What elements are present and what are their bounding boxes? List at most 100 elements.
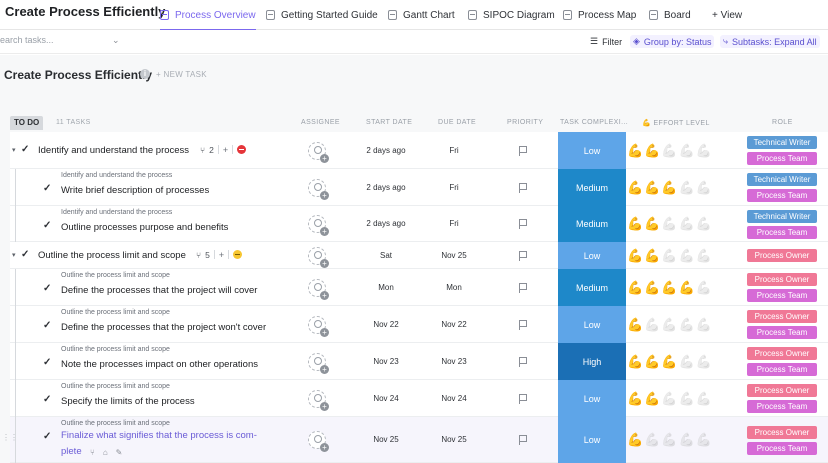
add-assignee-button[interactable] — [308, 246, 329, 268]
parent-task-label[interactable]: Outline the process limit and scope — [61, 346, 170, 353]
role-tags[interactable]: Process Owner Process Team — [747, 425, 817, 455]
subtask-icon[interactable]: ⑂ — [90, 448, 95, 457]
add-view-button[interactable]: + View — [712, 0, 742, 30]
complexity-cell[interactable]: Low — [558, 380, 626, 417]
add-assignee-button[interactable] — [308, 352, 329, 374]
check-icon[interactable]: ✓ — [43, 220, 52, 231]
muscle-icon[interactable]: 💪 — [661, 179, 678, 195]
task-name[interactable]: Identify and understand the process — [38, 144, 190, 156]
muscle-icon[interactable]: 💪 — [695, 142, 712, 158]
role-tag[interactable]: Technical Writer — [747, 209, 817, 223]
priority-flag-icon[interactable] — [518, 393, 527, 404]
parent-task-label[interactable]: Outline the process limit and scope — [61, 383, 170, 390]
parent-task-label[interactable]: Outline the process limit and scope — [61, 272, 170, 279]
muscle-icon[interactable]: 💪 — [627, 432, 644, 447]
complexity-cell[interactable]: Low — [558, 306, 626, 343]
role-tag[interactable]: Technical Writer — [747, 173, 817, 186]
subtask-count[interactable]: ⑂ 2 + — [200, 145, 247, 155]
tag-icon[interactable]: ⌂ — [102, 448, 108, 457]
muscle-icon[interactable]: 💪 — [644, 142, 661, 158]
effort-rating[interactable]: 💪 💪 💪 💪 💪 — [626, 142, 738, 158]
check-icon[interactable]: ✓ — [43, 357, 52, 368]
table-row[interactable]: Outline the process limit and scope ✓ Note… — [10, 343, 828, 380]
muscle-icon[interactable]: 💪 — [644, 179, 661, 195]
tab-board[interactable]: Board — [649, 0, 691, 30]
effort-rating[interactable]: 💪 💪 💪 💪 💪 — [626, 279, 738, 295]
start-date[interactable]: Nov 22 — [373, 319, 399, 329]
check-icon[interactable]: ✓ — [43, 320, 52, 331]
muscle-icon[interactable]: 💪 — [627, 390, 644, 406]
start-date[interactable]: 2 days ago — [366, 182, 406, 192]
complexity-cell[interactable]: Low — [558, 132, 626, 169]
start-date[interactable]: Nov 24 — [373, 393, 399, 403]
muscle-icon[interactable]: 💪 — [661, 390, 678, 406]
add-assignee-button[interactable] — [308, 315, 329, 337]
pause-icon[interactable] — [233, 250, 243, 259]
parent-task-label[interactable]: Identify and understand the process — [61, 209, 173, 216]
role-tags[interactable]: Process Owner Process Team — [747, 347, 817, 376]
due-date[interactable]: Mon — [446, 282, 462, 292]
role-tag[interactable]: Process Team — [747, 400, 817, 413]
muscle-icon[interactable]: 💪 — [695, 390, 712, 406]
stop-icon[interactable] — [237, 145, 247, 154]
check-icon[interactable]: ✓ — [21, 248, 30, 260]
add-subtask-icon[interactable]: + — [218, 249, 225, 260]
priority-flag-icon[interactable] — [518, 356, 527, 367]
complexity-cell[interactable]: Medium — [558, 169, 626, 206]
due-date[interactable]: Fri — [449, 219, 459, 228]
muscle-icon[interactable]: 💪 — [627, 279, 644, 295]
chevron-down-icon[interactable]: ⌄ — [112, 35, 120, 45]
effort-rating[interactable]: 💪 💪 💪 💪 💪 — [626, 316, 738, 332]
role-tag[interactable]: Process Team — [747, 189, 817, 202]
priority-flag-icon[interactable] — [518, 219, 527, 229]
role-tag[interactable]: Process Team — [747, 441, 817, 455]
effort-rating[interactable]: 💪 💪 💪 💪 💪 — [626, 179, 738, 195]
subtasks-button[interactable]: ⤷ Subtasks: Expand All — [720, 35, 820, 48]
muscle-icon[interactable]: 💪 — [695, 216, 712, 231]
caret-down-icon[interactable]: ▾ — [12, 146, 16, 154]
role-tag[interactable]: Process Owner — [747, 425, 817, 439]
task-name[interactable]: Outline the process limit and scope — [38, 249, 186, 261]
priority-flag-icon[interactable] — [518, 282, 527, 293]
start-date[interactable]: Nov 23 — [373, 356, 399, 366]
column-header-effort[interactable]: 💪 EFFORT LEVEL — [642, 120, 710, 127]
priority-flag-icon[interactable] — [518, 435, 527, 445]
muscle-icon[interactable]: 💪 — [627, 316, 644, 332]
muscle-icon[interactable]: 💪 — [627, 247, 644, 263]
role-tag[interactable]: Process Owner — [747, 249, 817, 262]
muscle-icon[interactable]: 💪 — [627, 216, 644, 231]
muscle-icon[interactable]: 💪 — [678, 179, 695, 195]
complexity-cell[interactable]: Medium — [558, 206, 626, 242]
new-task-button[interactable]: + NEW TASK — [156, 70, 207, 79]
table-row[interactable]: ▾ ✓ Outline the process limit and scope ⑂ 5 +… — [10, 242, 828, 269]
table-row[interactable]: Outline the process limit and scope ✓ Fina… — [2, 417, 828, 463]
tab-sipoc-diagram[interactable]: SIPOC Diagram — [468, 0, 555, 30]
column-header-complexity[interactable]: TASK COMPLEXI... — [560, 119, 629, 126]
muscle-icon[interactable]: 💪 — [695, 279, 712, 295]
column-header-role[interactable]: ROLE — [772, 119, 793, 126]
effort-rating[interactable]: 💪 💪 💪 💪 💪 — [626, 353, 738, 369]
tab-getting-started-guide[interactable]: Getting Started Guide — [266, 0, 378, 30]
role-tags[interactable]: Process Owner Process Team — [747, 310, 817, 339]
complexity-cell[interactable]: Low — [558, 417, 626, 463]
role-tags[interactable]: Technical Writer Process Team — [747, 173, 817, 202]
task-name[interactable]: Define the processes that the project wo… — [61, 322, 267, 333]
check-icon[interactable]: ✓ — [43, 431, 52, 442]
muscle-icon[interactable]: 💪 — [695, 432, 712, 447]
muscle-icon[interactable]: 💪 — [644, 432, 661, 447]
muscle-icon[interactable]: 💪 — [678, 247, 695, 263]
role-tags[interactable]: Process Owner — [747, 249, 817, 262]
add-assignee-button[interactable] — [308, 278, 329, 300]
column-header-due-date[interactable]: DUE DATE — [438, 119, 477, 126]
priority-flag-icon[interactable] — [518, 319, 527, 330]
muscle-icon[interactable]: 💪 — [661, 353, 678, 369]
role-tag[interactable]: Process Team — [747, 152, 817, 165]
tab-process-overview[interactable]: Process Overview — [160, 0, 256, 31]
effort-rating[interactable]: 💪 💪 💪 💪 💪 — [626, 217, 738, 231]
due-date[interactable]: Fri — [449, 145, 459, 155]
column-header-assignee[interactable]: ASSIGNEE — [301, 119, 340, 126]
complexity-cell[interactable]: High — [558, 343, 626, 380]
task-name[interactable]: Specify the limits of the process — [61, 396, 195, 407]
effort-rating[interactable]: 💪 💪 💪 💪 💪 — [626, 390, 738, 406]
muscle-icon[interactable]: 💪 — [695, 179, 712, 195]
